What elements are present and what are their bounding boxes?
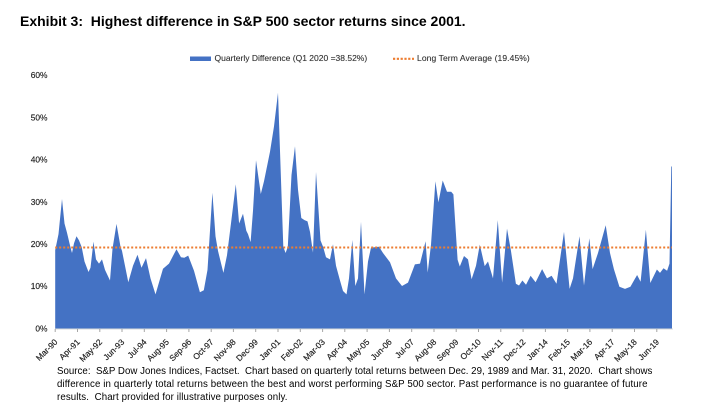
svg-text:Jan-01: Jan-01 xyxy=(257,337,282,362)
svg-text:Feb-02: Feb-02 xyxy=(279,337,305,363)
svg-text:May-92: May-92 xyxy=(77,337,104,364)
svg-text:Feb-15: Feb-15 xyxy=(546,337,572,363)
svg-text:Jun-19: Jun-19 xyxy=(636,337,661,362)
svg-text:Oct-97: Oct-97 xyxy=(191,337,216,362)
svg-text:10%: 10% xyxy=(31,281,48,291)
svg-text:0%: 0% xyxy=(35,323,48,333)
svg-text:Mar-03: Mar-03 xyxy=(301,337,327,363)
svg-text:Dec-12: Dec-12 xyxy=(501,337,527,363)
svg-text:May-18: May-18 xyxy=(612,337,639,364)
svg-text:Jun-06: Jun-06 xyxy=(369,337,394,362)
svg-text:Mar-90: Mar-90 xyxy=(34,337,60,363)
svg-text:Nov-11: Nov-11 xyxy=(479,337,505,363)
svg-text:Sep-09: Sep-09 xyxy=(434,337,460,363)
svg-text:Sep-96: Sep-96 xyxy=(167,337,193,363)
svg-text:40%: 40% xyxy=(31,155,48,165)
svg-text:May-05: May-05 xyxy=(345,337,372,364)
svg-text:Aug-08: Aug-08 xyxy=(412,337,438,363)
svg-text:50%: 50% xyxy=(31,112,48,122)
svg-text:Dec-99: Dec-99 xyxy=(234,337,260,363)
svg-text:Jun-93: Jun-93 xyxy=(101,337,126,362)
svg-text:Nov-98: Nov-98 xyxy=(212,337,238,363)
svg-text:20%: 20% xyxy=(31,239,48,249)
svg-text:60%: 60% xyxy=(31,70,48,80)
svg-text:Oct-10: Oct-10 xyxy=(458,337,483,362)
svg-text:Aug-95: Aug-95 xyxy=(145,337,171,363)
svg-text:30%: 30% xyxy=(31,197,48,207)
svg-text:Mar-16: Mar-16 xyxy=(568,337,594,363)
svg-text:Jan-14: Jan-14 xyxy=(525,337,550,362)
